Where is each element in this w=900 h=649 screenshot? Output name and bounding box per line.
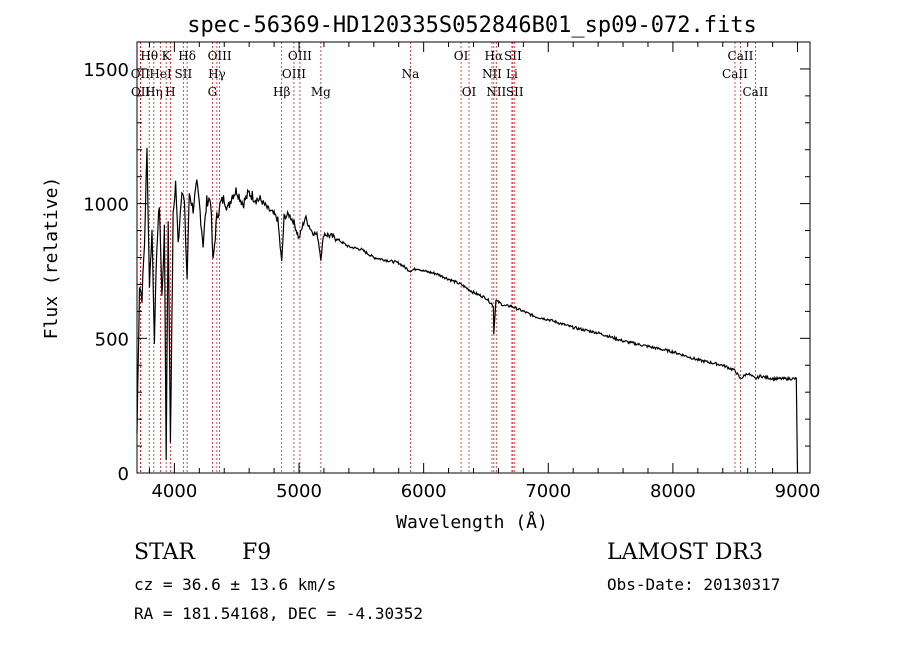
x-tick-label: 9000 [775,481,821,502]
y-tick-label: 1000 [83,195,129,216]
coordinates: RA = 181.54168, DEC = -4.30352 [134,604,423,623]
line-marker-label: OII [131,85,151,99]
line-marker-label: Na [402,67,420,81]
line-marker-label: Hα [485,49,504,63]
line-marker-label: Mg [311,85,331,99]
x-tick-label: 7000 [525,481,571,502]
line-marker-label: CaII [722,67,748,81]
y-tick-label: 0 [118,464,129,485]
y-axis-label: Flux (relative) [41,177,62,340]
line-marker-label: SII [175,67,193,81]
x-tick-label: 8000 [650,481,696,502]
line-marker-label: HeI [149,67,172,81]
line-marker-label: OI [462,85,477,99]
line-marker-label: Hδ [178,49,196,63]
chart-title: spec-56369-HD120335S052846B01_sp09-072.f… [187,13,757,38]
spectral-subclass: F9 [242,540,272,565]
line-marker-label: OIII [288,49,312,63]
y-tick-label: 1500 [83,60,129,81]
x-tick-label: 5000 [276,481,322,502]
line-marker-label: CaII [728,49,754,63]
line-marker-label: OIII [208,49,232,63]
line-marker-label: Hη [145,85,163,99]
survey-name: LAMOST DR3 [607,540,763,565]
line-marker-label: G [208,85,218,99]
line-marker-label: SII [504,49,522,63]
line-marker-label: Hθ [140,49,158,63]
redshift-velocity: cz = 36.6 ± 13.6 km/s [134,575,337,594]
line-marker-label: K [162,49,172,63]
y-tick-label: 500 [95,329,129,350]
line-marker-label: OIII [282,67,306,81]
line-marker-label: Li [506,67,518,81]
x-tick-label: 4000 [151,481,197,502]
x-tick-label: 6000 [401,481,447,502]
object-class: STAR [134,540,195,565]
line-marker-label: NII [482,67,502,81]
line-marker-label: CaII [742,85,768,99]
plot-frame [136,41,811,474]
spectrum-line [136,147,799,474]
line-marker-label: OI [454,49,469,63]
line-marker-label: Hβ [273,85,290,99]
line-marker-label: NII [486,85,506,99]
line-marker-label: SII [506,85,524,99]
line-marker-label: Hγ [208,67,226,81]
observation-date: Obs-Date: 20130317 [607,575,781,594]
x-axis-label: Wavelength (Å) [396,511,548,533]
line-marker-label: H [165,85,175,99]
